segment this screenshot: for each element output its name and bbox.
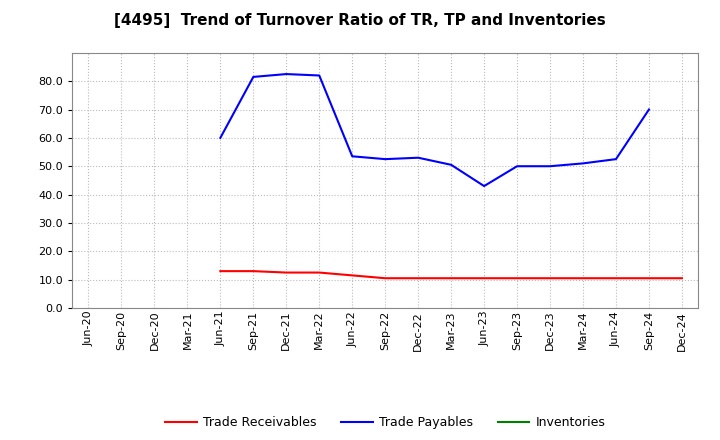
- Line: Trade Receivables: Trade Receivables: [220, 271, 682, 278]
- Trade Payables: [612, 157, 621, 162]
- Trade Payables: [480, 183, 488, 189]
- Trade Receivables: [644, 275, 653, 281]
- Trade Payables: [249, 74, 258, 80]
- Trade Payables: [282, 71, 291, 77]
- Trade Receivables: [447, 275, 456, 281]
- Trade Receivables: [216, 268, 225, 274]
- Trade Receivables: [678, 275, 686, 281]
- Trade Receivables: [579, 275, 588, 281]
- Trade Payables: [216, 135, 225, 140]
- Legend: Trade Receivables, Trade Payables, Inventories: Trade Receivables, Trade Payables, Inven…: [161, 411, 610, 434]
- Trade Receivables: [348, 273, 356, 278]
- Trade Payables: [513, 164, 521, 169]
- Trade Receivables: [414, 275, 423, 281]
- Trade Receivables: [480, 275, 488, 281]
- Trade Payables: [381, 157, 390, 162]
- Trade Receivables: [546, 275, 554, 281]
- Trade Payables: [315, 73, 323, 78]
- Trade Payables: [348, 154, 356, 159]
- Trade Payables: [414, 155, 423, 160]
- Trade Receivables: [282, 270, 291, 275]
- Trade Receivables: [381, 275, 390, 281]
- Trade Receivables: [249, 268, 258, 274]
- Text: [4495]  Trend of Turnover Ratio of TR, TP and Inventories: [4495] Trend of Turnover Ratio of TR, TP…: [114, 13, 606, 28]
- Trade Payables: [546, 164, 554, 169]
- Trade Payables: [644, 107, 653, 112]
- Trade Receivables: [513, 275, 521, 281]
- Trade Receivables: [612, 275, 621, 281]
- Line: Trade Payables: Trade Payables: [220, 74, 649, 186]
- Trade Payables: [447, 162, 456, 168]
- Trade Payables: [579, 161, 588, 166]
- Trade Receivables: [315, 270, 323, 275]
